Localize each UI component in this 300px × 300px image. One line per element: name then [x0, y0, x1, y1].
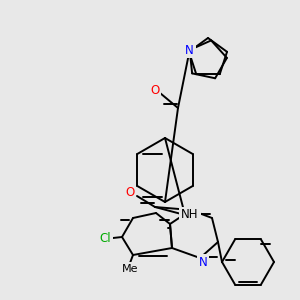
- Text: Cl: Cl: [99, 232, 111, 244]
- Text: O: O: [150, 83, 160, 97]
- Text: N: N: [185, 44, 194, 56]
- Text: NH: NH: [181, 208, 199, 221]
- Text: N: N: [199, 256, 207, 268]
- Text: Me: Me: [122, 264, 138, 274]
- Text: O: O: [125, 187, 135, 200]
